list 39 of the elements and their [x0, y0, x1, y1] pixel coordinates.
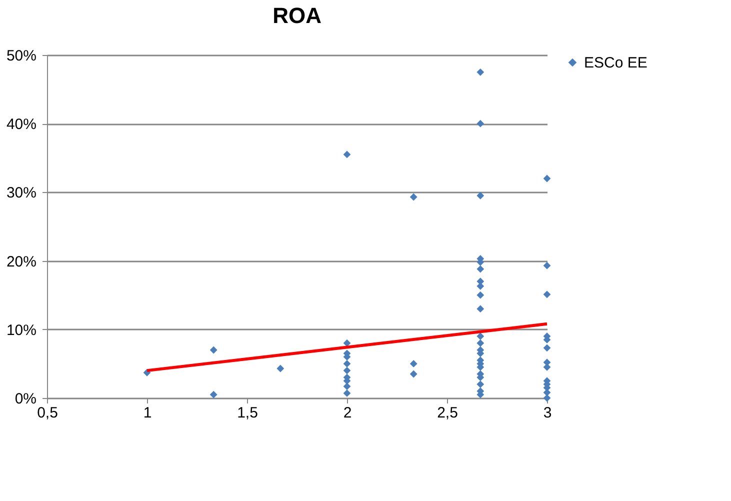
- y-tick-label: 30%: [6, 184, 36, 202]
- point: [476, 332, 484, 340]
- point: [543, 344, 551, 352]
- chart-title: ROA: [272, 3, 322, 28]
- point: [476, 291, 484, 299]
- point: [476, 305, 484, 313]
- y-tick-label: 20%: [6, 253, 36, 270]
- point: [476, 380, 484, 388]
- point: [276, 364, 284, 372]
- x-tick-label: 3: [543, 404, 552, 422]
- point: [476, 265, 484, 273]
- x-tick-label: 2: [343, 404, 352, 422]
- point: [343, 339, 351, 347]
- x-tick-label: 0,5: [37, 404, 58, 422]
- point: [476, 120, 484, 128]
- point: [543, 174, 551, 182]
- point: [343, 360, 351, 368]
- point: [343, 382, 351, 390]
- point: [476, 339, 484, 347]
- x-tick-label: 2,5: [437, 404, 458, 422]
- point: [476, 68, 484, 76]
- y-tick-label: 10%: [6, 322, 36, 339]
- point: [410, 360, 418, 368]
- point: [410, 193, 418, 201]
- point: [343, 389, 351, 397]
- legend-label: ESCo EE: [584, 54, 648, 72]
- y-tick-label: 0%: [14, 390, 36, 408]
- y-tick-label: 40%: [6, 116, 36, 134]
- x-tick-label: 1,5: [237, 404, 258, 422]
- point: [210, 390, 218, 398]
- x-tick-label: 1: [143, 404, 152, 422]
- point: [343, 366, 351, 374]
- point: [543, 262, 551, 270]
- y-tick-label: 50%: [6, 48, 36, 64]
- point: [543, 290, 551, 298]
- point: [343, 150, 351, 158]
- point: [210, 346, 218, 354]
- point: [410, 370, 418, 378]
- point: [476, 192, 484, 200]
